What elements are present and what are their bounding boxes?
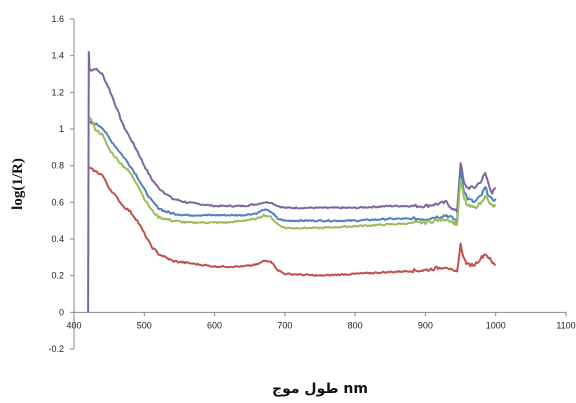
x-axis-title: nm طول موج [272, 381, 368, 397]
x-tick-label: 600 [207, 320, 222, 330]
x-tick-label: 400 [66, 320, 81, 330]
x-tick-label: 500 [137, 320, 152, 330]
y-tick-label: 1 [59, 124, 64, 134]
x-tick-label: 1000 [486, 320, 506, 330]
y-tick-label: 1.2 [51, 87, 64, 97]
x-tick-label: 700 [277, 320, 292, 330]
y-tick-label: 1.4 [51, 51, 64, 61]
x-tick-label: 1100 [556, 320, 575, 330]
y-axis-title: log(1/R) [10, 158, 26, 210]
series-line-1 [87, 51, 497, 313]
series-line-4 [89, 166, 496, 278]
y-tick-label: 0.6 [51, 197, 64, 207]
x-tick-label: 900 [418, 320, 433, 330]
y-tick-label: 0 [59, 307, 64, 317]
series-line-3 [89, 117, 497, 230]
y-tick-label: -0.2 [48, 344, 64, 354]
y-tick-label: 0.8 [51, 161, 64, 171]
x-tick-label: 800 [348, 320, 363, 330]
series-line-2 [89, 120, 497, 223]
y-tick-label: 1.6 [51, 14, 64, 24]
y-tick-label: 0.4 [51, 234, 64, 244]
y-tick-label: 0.2 [51, 271, 64, 281]
